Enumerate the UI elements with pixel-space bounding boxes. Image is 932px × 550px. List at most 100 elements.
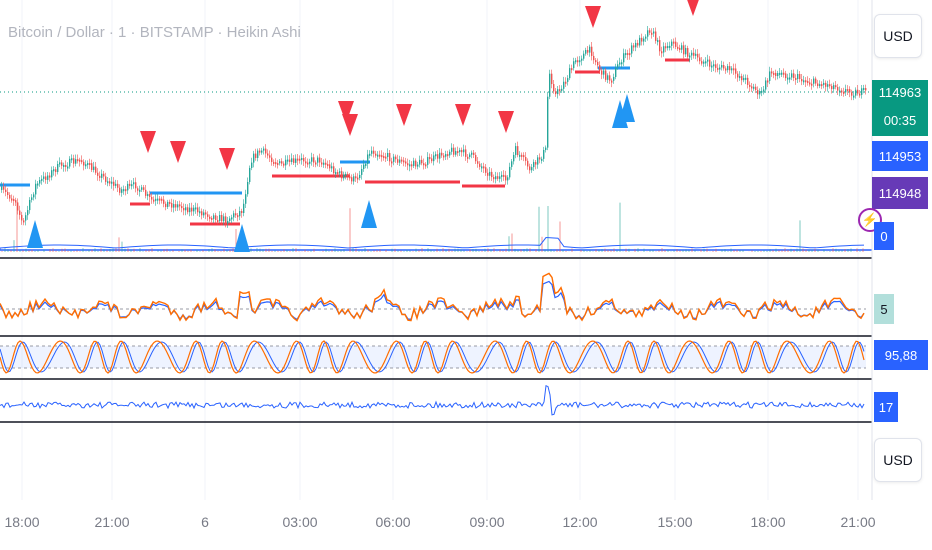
stoch-rsi-pane[interactable] bbox=[0, 340, 866, 374]
candle bbox=[773, 72, 775, 75]
candle bbox=[503, 174, 505, 177]
candle bbox=[369, 153, 371, 156]
candle bbox=[729, 66, 731, 71]
candle bbox=[855, 89, 857, 96]
candle bbox=[159, 198, 161, 201]
candle bbox=[107, 181, 109, 184]
candle bbox=[349, 176, 351, 179]
time-axis-label: 21:00 bbox=[94, 514, 130, 530]
candle bbox=[709, 59, 711, 67]
candle bbox=[777, 73, 779, 77]
time-axis-label: 18:00 bbox=[750, 514, 786, 530]
pane-separators[interactable] bbox=[0, 0, 873, 500]
candle bbox=[799, 73, 801, 80]
candle bbox=[419, 159, 421, 165]
candle bbox=[295, 158, 297, 163]
candle bbox=[209, 216, 211, 219]
candle bbox=[599, 65, 601, 71]
candle bbox=[81, 160, 83, 163]
candle bbox=[795, 77, 797, 80]
candle bbox=[357, 177, 359, 180]
candle bbox=[633, 45, 635, 48]
candle bbox=[683, 45, 685, 55]
candle bbox=[33, 194, 35, 198]
lightning-icon[interactable]: ⚡ bbox=[858, 208, 882, 232]
currency-button-bottom[interactable]: USD bbox=[874, 438, 922, 482]
candle bbox=[149, 194, 151, 197]
candle bbox=[263, 148, 265, 151]
candle bbox=[261, 150, 263, 153]
candle bbox=[109, 181, 111, 184]
candle bbox=[425, 164, 427, 167]
candle bbox=[127, 183, 129, 191]
candle bbox=[195, 207, 197, 210]
candle bbox=[511, 161, 513, 167]
candle bbox=[409, 164, 411, 167]
candle bbox=[469, 154, 471, 157]
candle bbox=[557, 89, 559, 95]
candle bbox=[627, 53, 629, 56]
candle bbox=[545, 147, 547, 150]
candle bbox=[277, 163, 279, 166]
candle bbox=[299, 158, 301, 161]
candle bbox=[527, 160, 529, 167]
candle bbox=[221, 215, 223, 222]
candle bbox=[431, 158, 433, 162]
oscillator-3-line bbox=[0, 384, 865, 416]
candle bbox=[73, 158, 75, 164]
candle bbox=[513, 154, 515, 162]
candle bbox=[75, 159, 77, 164]
candle bbox=[161, 198, 163, 201]
candle bbox=[569, 68, 571, 79]
candle bbox=[183, 208, 185, 211]
candle bbox=[531, 167, 533, 171]
oscillator-pane[interactable] bbox=[0, 272, 866, 322]
candle bbox=[103, 173, 105, 177]
candle bbox=[825, 82, 827, 87]
candle bbox=[443, 155, 445, 158]
time-axis-label: 15:00 bbox=[657, 514, 693, 530]
candle bbox=[93, 166, 95, 170]
candle bbox=[227, 221, 229, 224]
candle bbox=[315, 162, 317, 165]
candle bbox=[417, 164, 419, 167]
candle bbox=[71, 158, 73, 161]
candle bbox=[255, 153, 257, 158]
candle bbox=[767, 80, 769, 83]
candle bbox=[251, 162, 253, 169]
candle bbox=[429, 157, 431, 160]
candle bbox=[817, 83, 819, 86]
candle bbox=[51, 170, 53, 178]
candle bbox=[341, 171, 343, 179]
candle bbox=[655, 31, 657, 41]
candle bbox=[39, 180, 41, 184]
candle bbox=[761, 90, 763, 93]
currency-button-top[interactable]: USD bbox=[874, 14, 922, 58]
symbol-title[interactable]: Bitcoin / Dollar · 1 · BITSTAMP · Heikin… bbox=[8, 24, 301, 41]
candle bbox=[453, 147, 455, 155]
candle bbox=[865, 88, 867, 91]
candle bbox=[403, 160, 405, 163]
candle bbox=[373, 150, 375, 154]
candle bbox=[529, 166, 531, 171]
candle bbox=[367, 154, 369, 164]
candle bbox=[731, 68, 733, 71]
candle bbox=[593, 55, 595, 61]
candle bbox=[327, 164, 329, 167]
candle bbox=[173, 204, 175, 208]
price-tag-purple: 114948 bbox=[872, 177, 928, 209]
candle bbox=[189, 207, 191, 213]
main-price-pane[interactable] bbox=[0, 25, 872, 228]
candle bbox=[171, 203, 173, 208]
candle bbox=[605, 70, 607, 80]
oscillator-3-pane[interactable] bbox=[0, 384, 865, 416]
candle bbox=[705, 61, 707, 64]
candle bbox=[41, 178, 43, 181]
candle bbox=[237, 215, 239, 218]
candle bbox=[783, 72, 785, 75]
candle bbox=[553, 84, 555, 92]
candle bbox=[47, 175, 49, 180]
candle bbox=[853, 95, 855, 98]
candle bbox=[15, 200, 17, 203]
